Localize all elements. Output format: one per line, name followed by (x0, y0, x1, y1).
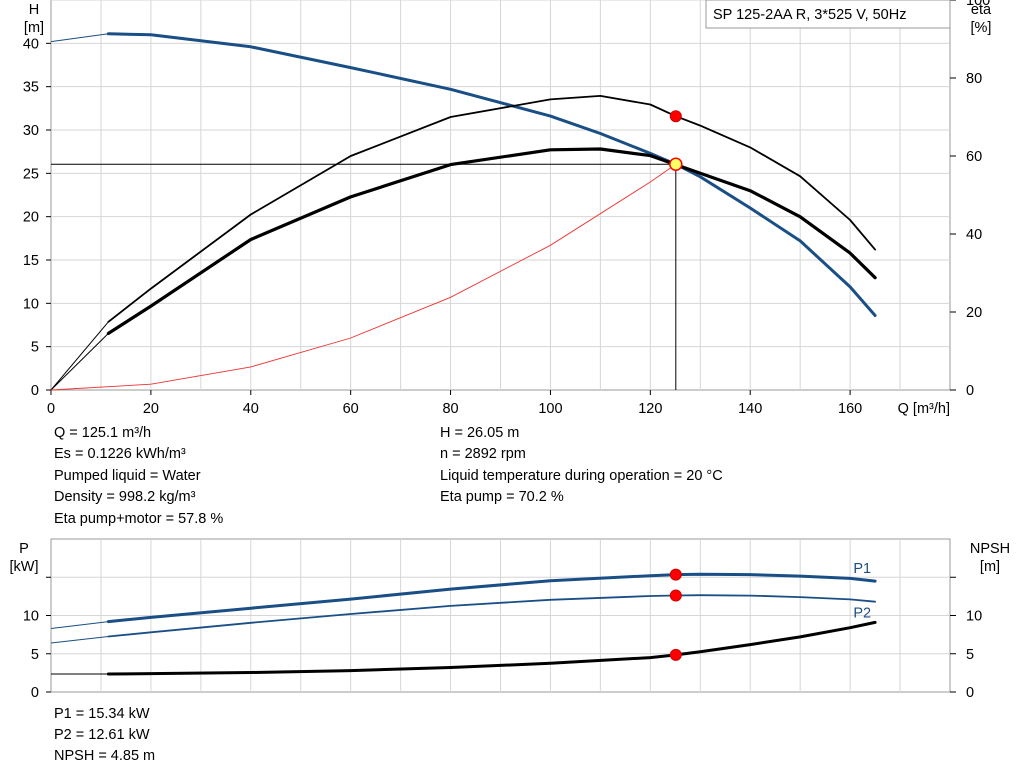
pump-curves-title-box (705, 0, 951, 29)
power-npsh-series-npsh (106, 620, 877, 676)
info-eta-pump: Eta pump = 70.2 % (440, 489, 564, 505)
power-npsh-y2-axis-label: NPSH (970, 541, 1010, 557)
pump-curves-xtick-label: 140 (738, 401, 762, 417)
pump-curves-xtick-label: 160 (838, 401, 862, 417)
power-npsh-y2tick-label: 10 (966, 609, 982, 625)
pump-curves-xtick-label: 100 (538, 401, 562, 417)
pump-curves-y2tick-label: 100 (966, 0, 990, 9)
info-density: Density = 998.2 kg/m³ (54, 489, 196, 505)
pump-curves-series-eta-pump-motor (106, 147, 877, 335)
info-eta-pump-motor: Eta pump+motor = 57.8 % (54, 511, 224, 527)
info-q: Q = 125.1 m³/h (54, 425, 152, 441)
info-es: Es = 0.1226 kWh/m³ (54, 446, 186, 462)
power-npsh-series-label-P2: P2 (853, 606, 871, 622)
pump-curves-xtick-label: 40 (243, 401, 259, 417)
pump-curves-y2-axis-label: eta (971, 2, 992, 18)
pump-curves-series-eta-pump-motor-extrapolated (50, 333, 109, 391)
pump-curves-series-head (106, 32, 877, 317)
pump-curves-xtick-label: 20 (143, 401, 159, 417)
pump-curves-xtick-label: 60 (343, 401, 359, 417)
pump-curves-y2tick-label: 40 (966, 227, 982, 243)
pump-curves-y2tick-label: 80 (966, 71, 982, 87)
pump-curves-ytick-label: 25 (23, 166, 39, 182)
power-npsh-y2tick-label: 5 (966, 647, 974, 663)
info-p2: P2 = 12.61 kW (54, 727, 150, 743)
info-p1: P1 = 15.34 kW (54, 706, 150, 722)
pump-curves-ytick-label: 5 (31, 340, 39, 356)
power-npsh-y-axis-label: [kW] (10, 559, 39, 575)
pump-curves-title: SP 125-2AA R, 3*525 V, 50Hz (713, 7, 906, 23)
power-npsh-series-label-P1: P1 (853, 561, 871, 577)
power-npsh-marker (669, 589, 682, 602)
power-npsh-series-P2 (107, 594, 876, 638)
power-npsh-series-P1-extrapolated (50, 621, 109, 629)
pump-curves-ytick-label: 15 (23, 253, 39, 269)
power-npsh-y2tick-label: 0 (966, 685, 974, 701)
info-pumped-liquid: Pumped liquid = Water (54, 468, 201, 484)
pump-curves-duty-point-marker (669, 157, 683, 171)
power-npsh-ytick-label: 10 (23, 609, 39, 625)
pump-curves-y-axis-label: [m] (24, 20, 44, 36)
pump-curves-ytick-label: 10 (23, 296, 39, 312)
pump-curves-x-axis-label: Q [m³/h] (898, 401, 950, 417)
pump-curves-y2-axis-label: [%] (971, 20, 992, 36)
pump-curves-series-system-curve (50, 163, 677, 391)
pump-curves-y2tick-label: 0 (966, 383, 974, 399)
pump-curves-series-eta-pump-extrapolated (50, 321, 109, 391)
pump-curves-y2tick-label: 20 (966, 305, 982, 321)
info-h: H = 26.05 m (440, 425, 520, 441)
power-npsh-y2-axis-label: [m] (980, 559, 1000, 575)
pump-curves-ytick-label: 40 (23, 36, 39, 52)
pump-curves-xtick-label: 0 (47, 401, 55, 417)
power-npsh-ytick-label: 0 (31, 685, 39, 701)
power-npsh-series-P1 (106, 572, 877, 624)
power-npsh-ytick-label: 5 (31, 647, 39, 663)
pump-curves-ytick-label: 20 (23, 210, 39, 226)
pump-curves-xtick-label: 120 (638, 401, 662, 417)
info-npsh: NPSH = 4.85 m (54, 748, 156, 764)
info-liquid-temperature: Liquid temperature during operation = 20… (440, 468, 723, 484)
pump-curves-ytick-label: 0 (31, 383, 39, 399)
power-npsh-marker (669, 648, 682, 661)
pump-curves-y-axis-label: H (29, 2, 39, 18)
power-npsh-series-P2-extrapolated (50, 636, 109, 644)
pump-curves-marker (669, 110, 682, 123)
pump-curves-series-head-extrapolated (50, 33, 109, 43)
pump-curves-ytick-label: 35 (23, 80, 39, 96)
pump-curves-ytick-label: 30 (23, 123, 39, 139)
pump-curves-series-eta-pump (107, 95, 876, 323)
power-npsh-y-axis-label: P (19, 541, 29, 557)
power-npsh-marker (669, 568, 682, 581)
pump-curves-y2tick-label: 60 (966, 149, 982, 165)
pump-curves-xtick-label: 80 (442, 401, 458, 417)
info-n: n = 2892 rpm (440, 446, 526, 462)
